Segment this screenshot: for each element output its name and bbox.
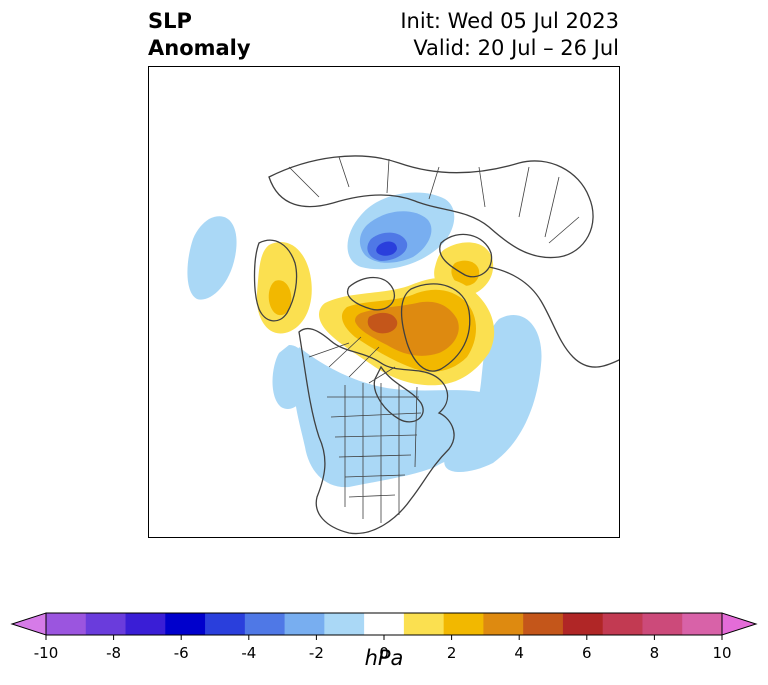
colorbar-bin <box>403 613 445 635</box>
colorbar-tick-label: -8 <box>106 644 121 662</box>
colorbar-bin <box>602 613 643 635</box>
eurasia-border-lines <box>288 156 580 244</box>
colorbar-tick-label: -2 <box>309 644 324 662</box>
colorbar-bin <box>85 613 127 635</box>
colorbar-bin <box>642 613 683 635</box>
colorbar-bin <box>324 613 365 635</box>
colorbar-tick-label: -10 <box>34 644 59 662</box>
pacific-low-patch <box>187 216 237 300</box>
colorbar-bin <box>284 613 325 635</box>
canada-province-lines <box>308 336 396 384</box>
init-date-label: Init: Wed 05 Jul 2023 <box>400 9 619 33</box>
valid-date-label: Valid: 20 Jul – 26 Jul <box>413 36 619 60</box>
map-geography <box>253 155 619 535</box>
map-title: SLP Anomaly <box>148 8 251 62</box>
alaska-high-core <box>268 280 292 316</box>
colorbar-bin <box>205 613 246 635</box>
title-line-1: SLP <box>148 9 192 33</box>
colorbar-bin <box>244 613 286 635</box>
colorbar-bin <box>165 613 206 635</box>
colorbar-tick-label: 6 <box>582 644 592 662</box>
europe-coastline <box>488 266 619 368</box>
negative-anomalies <box>187 192 542 488</box>
colorbar-extend-high <box>721 612 758 636</box>
atlantic-low-patch <box>444 314 542 473</box>
colorbar-bin <box>443 613 484 635</box>
arctic-low-core <box>376 241 397 256</box>
title-line-2: Anomaly <box>148 36 251 60</box>
map-panel <box>148 66 620 538</box>
colorbar-bin <box>562 613 604 635</box>
colorbar: -10 -8 -6 -4 -2 0 2 4 6 8 10 <box>10 612 758 662</box>
colorbar-bin <box>46 613 87 635</box>
north-america-coastline <box>298 327 455 535</box>
colorbar-tick-label: 4 <box>514 644 524 662</box>
colorbar-tick-label: -4 <box>241 644 256 662</box>
colorbar-bin <box>483 613 524 635</box>
colorbar-tick-label: 8 <box>650 644 660 662</box>
greenland-high-core <box>367 312 398 334</box>
colorbar-bin <box>125 613 166 635</box>
scandinavia-high-core <box>451 260 480 286</box>
arctic-islands-coastline <box>347 276 396 311</box>
colorbar-tick-label: 0 <box>379 644 389 662</box>
alaska-coastline <box>253 239 298 322</box>
colorbar-bin <box>364 613 405 635</box>
scandinavia-coastline <box>439 233 493 278</box>
pacific-west-low-patch <box>272 345 309 409</box>
colorbar-tick-label: 2 <box>447 644 457 662</box>
us-state-lines <box>327 383 422 523</box>
colorbar-extend-low <box>10 612 47 636</box>
colorbar-bin <box>523 613 564 635</box>
forecast-dates: Init: Wed 05 Jul 2023 Valid: 20 Jul – 26… <box>400 8 619 62</box>
colorbar-tick-label: -6 <box>174 644 189 662</box>
anomaly-map <box>187 155 619 535</box>
greenland-coastline <box>400 283 471 372</box>
eurasia-coastline <box>268 155 594 259</box>
colorbar-bin <box>682 613 723 635</box>
colorbar-tick-label: 10 <box>712 644 731 662</box>
colorbar-unit-label: hPa <box>364 646 404 670</box>
